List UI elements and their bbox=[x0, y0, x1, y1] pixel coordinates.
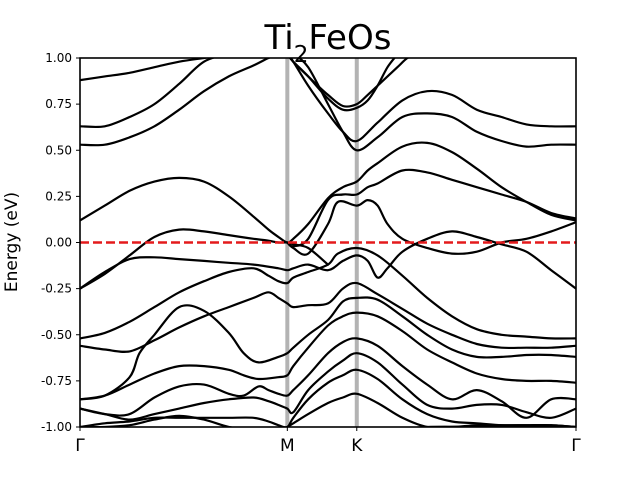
band-line-5 bbox=[288, 58, 396, 112]
x-tick-label-0: Γ bbox=[75, 436, 85, 456]
y-tick-label-7: 0.75 bbox=[45, 97, 72, 111]
band-line-18 bbox=[286, 392, 576, 427]
band-line-13 bbox=[80, 296, 576, 401]
y-tick-label-5: 0.25 bbox=[45, 189, 72, 203]
y-tick-label-4: 0.00 bbox=[45, 236, 72, 250]
y-tick-label-3: -0.25 bbox=[41, 282, 72, 296]
band-line-12 bbox=[80, 281, 576, 353]
y-tick-label-0: -1.00 bbox=[41, 420, 72, 434]
y-tick-label-1: -0.75 bbox=[41, 374, 72, 388]
band-line-0 bbox=[80, 58, 212, 82]
chart-title: Ti2FeOs bbox=[264, 18, 392, 68]
band-line-11 bbox=[80, 246, 576, 340]
band-line-2 bbox=[80, 58, 576, 143]
title-base: Ti bbox=[264, 18, 294, 58]
title-rest: FeOs bbox=[308, 18, 391, 58]
band-line-3 bbox=[80, 58, 576, 152]
band-line-6 bbox=[80, 141, 576, 244]
band-line-14 bbox=[80, 311, 576, 401]
band-line-7 bbox=[286, 168, 576, 248]
y-axis-ticks: -1.00 -0.75 -0.50 -0.25 0.00 0.25 0.50 0.75 1.00 bbox=[41, 51, 80, 434]
y-tick-label-6: 0.50 bbox=[45, 143, 72, 157]
band-line-15 bbox=[80, 337, 576, 419]
band-line-9 bbox=[80, 228, 330, 290]
y-axis-label: Energy (eV) bbox=[2, 192, 22, 292]
band-line-17 bbox=[80, 368, 576, 427]
y-tick-label-8: 1.00 bbox=[45, 51, 72, 65]
x-tick-label-3: Γ bbox=[571, 436, 581, 456]
x-tick-label-2: K bbox=[351, 436, 363, 456]
band-lines bbox=[80, 58, 576, 427]
y-tick-label-2: -0.50 bbox=[41, 328, 72, 342]
band-line-16 bbox=[80, 352, 576, 421]
band-line-10 bbox=[80, 230, 576, 290]
x-tick-label-1: M bbox=[280, 436, 295, 456]
band-line-8 bbox=[286, 199, 576, 256]
